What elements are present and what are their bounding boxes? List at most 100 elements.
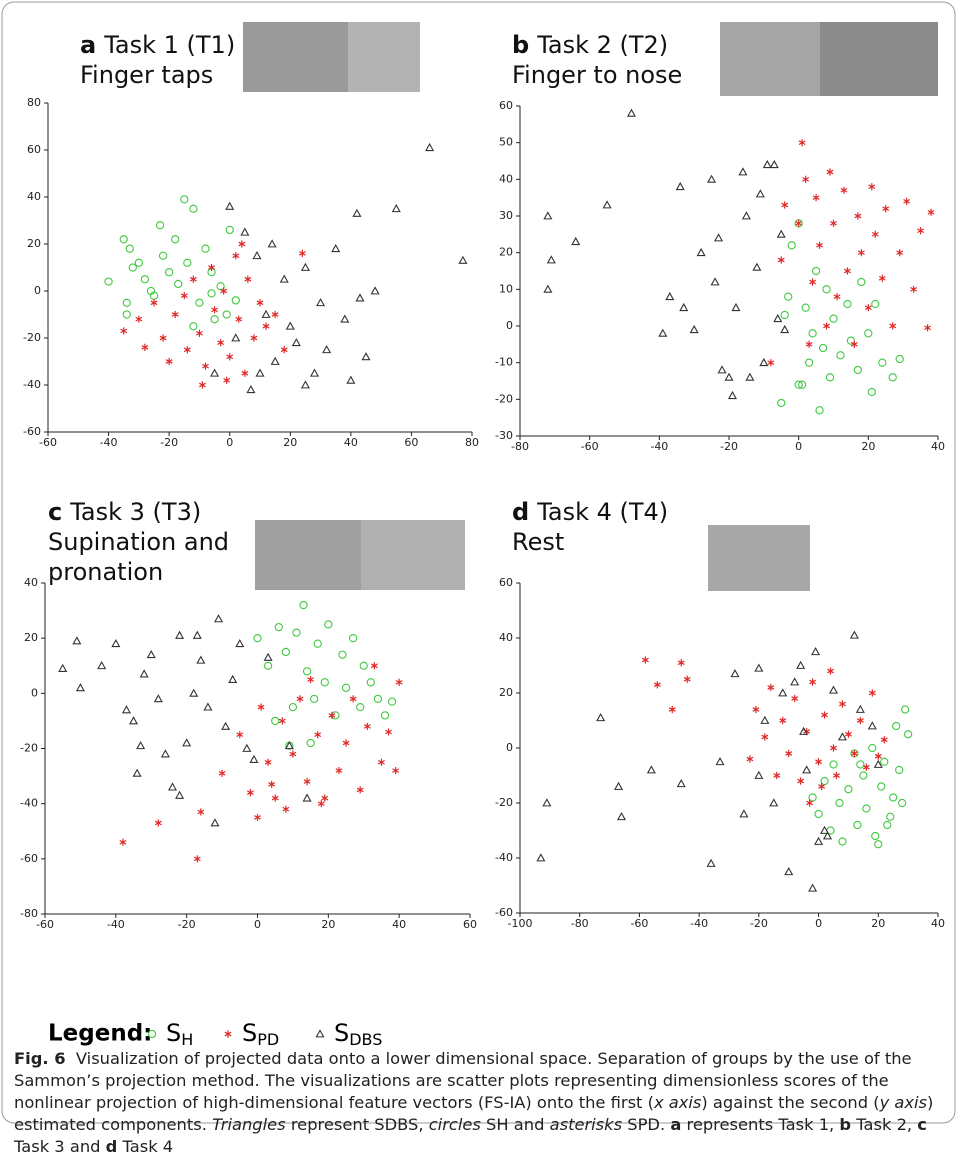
point [221,721,231,730]
x-tick-label: -20 [178,918,196,931]
point [853,365,863,375]
point [862,804,871,813]
photo [708,525,810,591]
point [868,689,876,697]
point [717,365,727,374]
point [752,262,762,271]
point [236,731,244,739]
point [282,805,290,813]
panel-title: d Task 4 (T4) Rest [512,497,702,557]
point [299,600,308,610]
point [892,721,901,731]
point [341,683,351,692]
point [815,758,823,766]
legend-subscript: DBS [349,1030,382,1049]
point [653,681,661,689]
point [284,741,294,750]
point [270,356,280,365]
point [724,372,734,381]
title: Task 2 (T2) [537,31,669,59]
point [225,201,235,210]
point [141,343,149,351]
point [910,285,918,293]
point [814,809,823,819]
title: Task 3 (T3) [70,498,202,526]
legend-entry: SH [166,1019,193,1049]
point [850,749,858,758]
point [880,757,889,766]
point [315,1029,325,1038]
panel-label: a [80,31,97,59]
point [104,277,113,286]
point [207,289,216,298]
y-tick-label: 20 [499,686,513,699]
y-tick-label: 30 [499,209,513,222]
point [917,227,925,235]
point [715,757,725,766]
point [840,186,848,194]
point [202,362,209,370]
y-tick-label: -20 [495,392,513,405]
point [830,219,837,227]
point [280,346,288,354]
point [175,790,185,799]
point [784,867,794,876]
point [878,358,887,367]
point [613,781,624,790]
x-tick-label: 20 [321,918,335,931]
x-tick-label: 20 [283,436,297,449]
point [268,780,276,788]
point [868,743,877,753]
caption-run: asterisks [549,1115,623,1134]
point [822,831,833,840]
point [458,255,468,264]
y-tick-label: 40 [499,172,513,185]
point [731,302,741,312]
point [823,322,830,330]
point [867,387,876,397]
point [727,390,738,400]
x-tick-label: 60 [404,436,418,449]
point [322,345,332,354]
x-tick-label: -40 [690,917,708,930]
point [696,247,706,257]
x-tick-label: 0 [815,917,822,930]
point [380,711,390,720]
point [289,750,297,758]
point [779,716,787,725]
point [658,328,668,337]
point [387,697,397,706]
point [784,292,793,301]
point [228,674,238,683]
point [119,235,128,244]
point [844,730,852,738]
point [340,314,350,323]
point [208,263,215,272]
point [175,630,185,639]
point [871,831,880,841]
point [903,730,913,739]
point [769,159,779,169]
point [843,299,852,309]
point [752,705,760,714]
point [760,715,770,724]
point [271,310,279,319]
point [798,380,807,389]
point [316,298,326,307]
point [183,346,191,354]
point [857,277,866,287]
caption-run: Triangles [212,1115,286,1134]
y-tick-label: 20 [27,237,41,250]
point [264,758,272,766]
point [75,683,85,692]
point [828,685,839,694]
point [164,268,174,277]
point [820,825,830,834]
y-tick-label: 40 [24,576,38,589]
point [850,340,858,348]
caption-run: represent SDBS, [285,1115,429,1134]
point [679,302,689,312]
point [231,296,240,305]
point [303,778,311,786]
point [895,354,904,364]
